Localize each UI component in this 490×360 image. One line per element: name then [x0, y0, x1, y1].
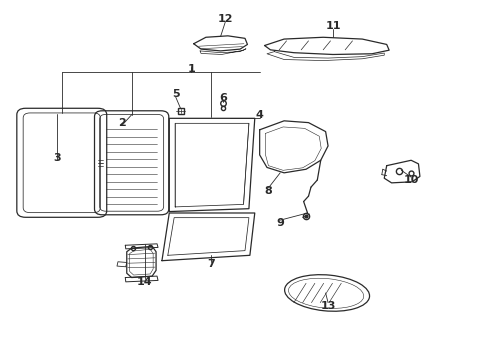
Text: 2: 2: [118, 118, 126, 128]
Text: 13: 13: [320, 301, 336, 311]
Text: 14: 14: [137, 277, 153, 287]
Text: 8: 8: [265, 186, 272, 196]
Text: 4: 4: [256, 111, 264, 121]
Text: 10: 10: [403, 175, 419, 185]
Text: 12: 12: [218, 14, 233, 24]
Text: 3: 3: [53, 153, 61, 163]
Text: 9: 9: [276, 218, 284, 228]
Text: 5: 5: [172, 89, 179, 99]
Text: 7: 7: [207, 259, 215, 269]
Text: 6: 6: [219, 93, 227, 103]
Text: 11: 11: [325, 21, 341, 31]
Text: 1: 1: [187, 64, 195, 74]
